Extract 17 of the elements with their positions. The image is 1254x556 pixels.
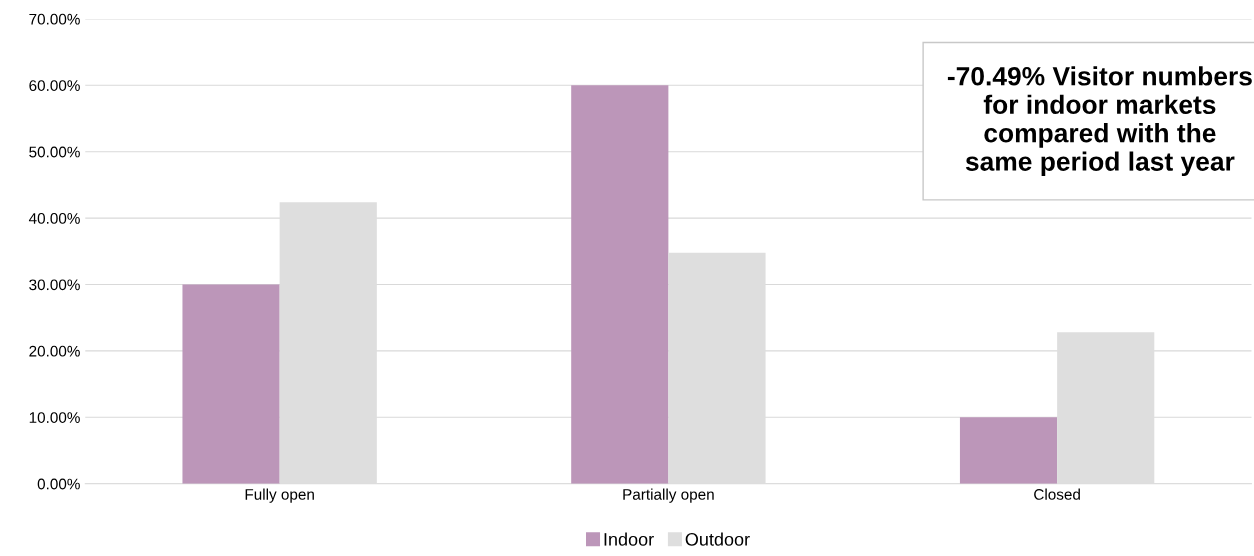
- x-tick-label: Fully open: [245, 488, 314, 503]
- bar: [182, 284, 280, 484]
- legend-label: Outdoor: [685, 532, 750, 546]
- bar: [959, 417, 1058, 484]
- y-tick-label: 60.00%: [29, 80, 80, 91]
- x-tick-label: Partially open: [623, 488, 714, 503]
- y-tick-label: 10.00%: [29, 412, 80, 423]
- y-tick-label: 70.00%: [29, 13, 80, 25]
- y-tick-label: 0.00%: [37, 478, 80, 490]
- bar: [571, 85, 669, 484]
- legend-label: Indoor: [604, 532, 654, 546]
- annotation: -70.49% Visitor numbers for indoor markets compared with the same period last year: [947, 66, 1252, 177]
- x-tick-label: Closed: [1034, 488, 1080, 500]
- y-tick-label: 50.00%: [29, 146, 80, 158]
- y-tick-label: 40.00%: [28, 212, 80, 224]
- y-tick-label: 30.00%: [29, 279, 80, 291]
- y-tick-label: 20.00%: [29, 345, 80, 357]
